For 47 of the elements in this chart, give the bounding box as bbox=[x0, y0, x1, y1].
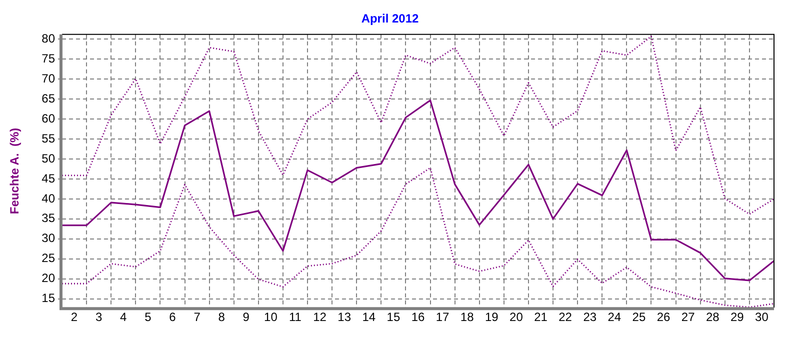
x-tick-label: 30 bbox=[755, 310, 769, 324]
y-tick-label: 25 bbox=[42, 251, 56, 266]
x-tick-label: 10 bbox=[264, 310, 278, 324]
x-tick-label: 21 bbox=[534, 310, 548, 324]
x-tick-label: 9 bbox=[242, 310, 250, 324]
x-tick-label: 2 bbox=[70, 310, 78, 324]
x-tick-label: 24 bbox=[608, 310, 622, 324]
y-tick-label: 55 bbox=[42, 131, 56, 146]
x-tick-label: 28 bbox=[706, 310, 720, 324]
x-tick-label: 22 bbox=[558, 310, 572, 324]
y-tick-label: 30 bbox=[42, 231, 56, 246]
y-tick-label: 75 bbox=[42, 51, 56, 66]
x-tick-label: 4 bbox=[120, 310, 128, 324]
y-tick-label: 70 bbox=[42, 71, 56, 86]
y-tick-label: 20 bbox=[42, 271, 56, 286]
x-tick-label: 23 bbox=[583, 310, 597, 324]
x-tick-label: 20 bbox=[510, 310, 524, 324]
x-tick-label: 25 bbox=[632, 310, 646, 324]
x-tick-label: 13 bbox=[338, 310, 352, 324]
y-tick-label: 45 bbox=[42, 171, 56, 186]
x-tick-label: 3 bbox=[95, 310, 102, 324]
y-tick-label: 80 bbox=[42, 32, 56, 46]
y-tick-label: 35 bbox=[42, 211, 56, 226]
x-tick-label: 19 bbox=[484, 310, 499, 324]
line-series bbox=[62, 167, 774, 308]
x-tick-label: 27 bbox=[681, 310, 696, 324]
x-tick-label: 14 bbox=[362, 310, 376, 324]
x-tick-label: 6 bbox=[169, 310, 176, 324]
chart-title: April 2012 bbox=[361, 12, 419, 26]
x-tick-label: 11 bbox=[289, 310, 302, 324]
y-tick-label: 15 bbox=[42, 291, 56, 306]
x-tick-label: 16 bbox=[411, 310, 425, 324]
y-tick-label: 50 bbox=[42, 151, 56, 166]
x-tick-label: 5 bbox=[144, 310, 152, 324]
y-tick-label: 60 bbox=[42, 111, 56, 126]
x-tick-label: 7 bbox=[194, 310, 201, 324]
y-tick-label: 40 bbox=[42, 191, 56, 206]
x-tick-label: 8 bbox=[218, 310, 226, 324]
x-tick-label: 29 bbox=[730, 310, 744, 324]
line-series bbox=[62, 36, 774, 215]
y-axis-title: Feuchte A. (%) bbox=[8, 128, 22, 214]
y-tick-label: 65 bbox=[42, 91, 56, 106]
x-tick-label: 26 bbox=[656, 310, 671, 324]
x-tick-label: 15 bbox=[386, 310, 400, 324]
x-tick-label: 12 bbox=[313, 310, 327, 324]
x-tick-label: 18 bbox=[460, 310, 474, 324]
x-tick-label: 17 bbox=[436, 310, 450, 324]
